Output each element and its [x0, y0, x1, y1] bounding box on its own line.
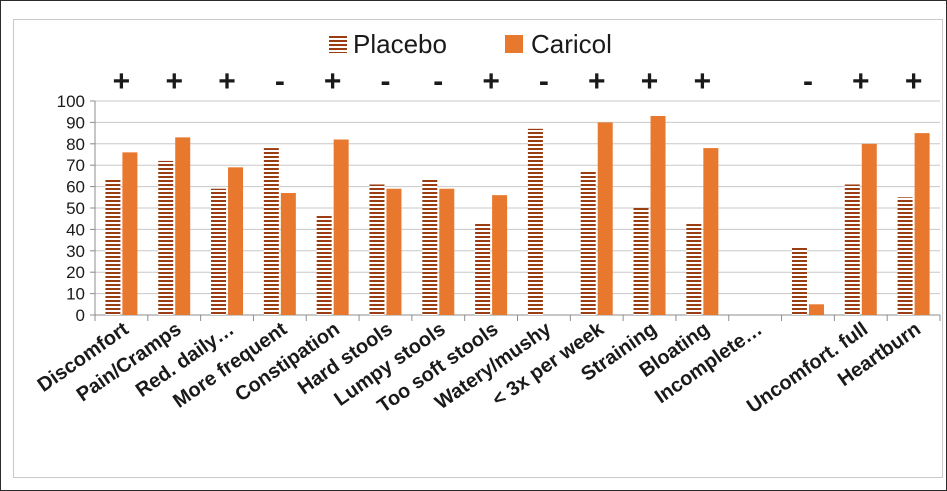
- bar-placebo-10: [633, 208, 649, 315]
- bar-caricol-6: [439, 188, 455, 315]
- legend-label-caricol: Caricol: [531, 29, 612, 59]
- bar-placebo-15: [897, 197, 913, 315]
- bar-caricol-3: [280, 193, 296, 315]
- bar-caricol-13: [808, 304, 824, 315]
- bar-placebo-6: [422, 178, 438, 315]
- bar-caricol-14: [861, 143, 877, 315]
- bar-placebo-4: [316, 214, 332, 315]
- significance-marker: +: [905, 65, 923, 98]
- significance-marker: -: [380, 65, 390, 98]
- legend: Placebo Caricol: [329, 29, 612, 59]
- bar-caricol-0: [122, 152, 138, 315]
- significance-marker: +: [482, 65, 500, 98]
- y-tick-label: 60: [66, 178, 85, 197]
- bar-placebo-7: [475, 222, 491, 315]
- bar-placebo-14: [844, 184, 860, 315]
- bar-caricol-11: [703, 148, 719, 315]
- bar-placebo-9: [580, 171, 596, 315]
- significance-marker: -: [433, 65, 443, 98]
- bar-placebo-0: [105, 178, 121, 315]
- bar-placebo-13: [791, 246, 807, 315]
- bar-placebo-8: [527, 128, 543, 315]
- bar-caricol-4: [333, 139, 349, 315]
- legend-swatch-caricol: [505, 35, 523, 53]
- significance-marker: +: [324, 65, 342, 98]
- y-tick-label: 40: [66, 220, 85, 239]
- significance-marker: +: [694, 65, 712, 98]
- significance-marker: -: [275, 65, 285, 98]
- y-tick-label: 90: [66, 113, 85, 132]
- y-tick-label: 30: [66, 242, 85, 261]
- y-tick-label: 80: [66, 135, 85, 154]
- bar-placebo-1: [158, 160, 174, 315]
- significance-marker: +: [852, 65, 870, 98]
- bar-placebo-11: [686, 222, 702, 315]
- y-tick-label: 50: [66, 199, 85, 218]
- y-tick-label: 0: [76, 306, 85, 325]
- bar-caricol-15: [914, 133, 930, 315]
- significance-marker: +: [641, 65, 659, 98]
- bar-caricol-2: [228, 167, 244, 315]
- bar-caricol-5: [386, 188, 402, 315]
- y-tick-label: 70: [66, 156, 85, 175]
- significance-marker: +: [588, 65, 606, 98]
- y-tick-label: 10: [66, 285, 85, 304]
- significance-marker: +: [165, 65, 183, 98]
- legend-swatch-placebo: [329, 35, 347, 53]
- bar-caricol-10: [650, 115, 666, 315]
- significance-marker: -: [539, 65, 549, 98]
- y-tick-label: 100: [57, 92, 85, 111]
- bar-caricol-7: [492, 195, 508, 315]
- bar-placebo-3: [263, 148, 279, 315]
- significance-marker: +: [218, 65, 236, 98]
- bar-caricol-1: [175, 137, 191, 315]
- bar-placebo-5: [369, 184, 385, 315]
- significance-marker: -: [803, 65, 813, 98]
- bar-placebo-2: [211, 188, 227, 315]
- y-tick-label: 20: [66, 263, 85, 282]
- legend-label-placebo: Placebo: [353, 29, 447, 59]
- bar-caricol-9: [597, 122, 613, 316]
- significance-marker: +: [113, 65, 131, 98]
